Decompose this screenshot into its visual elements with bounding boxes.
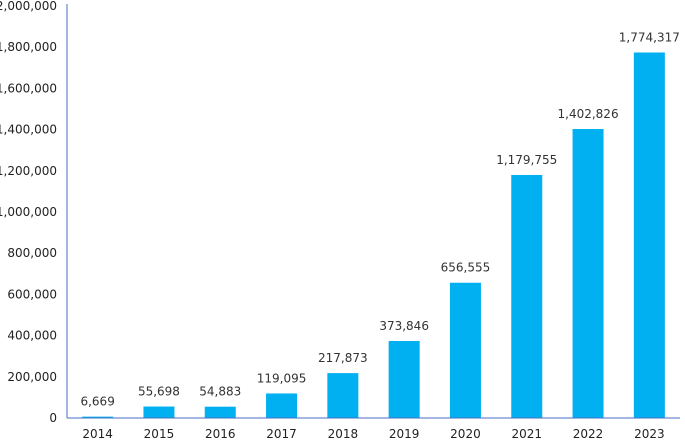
y-tick-label: 1,000,000 <box>0 205 57 219</box>
y-tick-label: 1,400,000 <box>0 123 57 137</box>
data-label-2017: 119,095 <box>257 371 307 385</box>
x-tick-label-2014: 2014 <box>82 427 113 441</box>
y-tick-label: 1,800,000 <box>0 40 57 54</box>
data-label-2022: 1,402,826 <box>558 107 619 121</box>
data-label-2020: 656,555 <box>441 261 491 275</box>
y-tick-label: 0 <box>49 411 57 425</box>
bar-2014 <box>82 416 114 418</box>
x-axis-labels: 2014 2015 2016 2017 2018 2019 2020 2021 2022 2023 <box>82 427 664 441</box>
y-tick-label: 800,000 <box>7 246 57 260</box>
x-tick-label-2018: 2018 <box>328 427 359 441</box>
data-label-2016: 54,883 <box>199 385 241 399</box>
data-label-2015: 55,698 <box>138 385 180 399</box>
data-label-2023: 1,774,317 <box>619 30 680 44</box>
x-tick-label-2015: 2015 <box>144 427 175 441</box>
x-tick-label-2023: 2023 <box>634 427 665 441</box>
x-tick-label-2016: 2016 <box>205 427 236 441</box>
y-axis-ticks: 0 200,000 400,000 600,000 800,000 1,000,000 1,… <box>0 0 57 425</box>
y-tick-label: 400,000 <box>7 329 57 343</box>
data-label-2014: 6,669 <box>80 395 114 409</box>
y-tick-label: 200,000 <box>7 370 57 384</box>
y-tick-label: 1,600,000 <box>0 81 57 95</box>
data-label-2019: 373,846 <box>379 319 429 333</box>
bar-2021 <box>511 174 543 418</box>
y-tick-label: 1,200,000 <box>0 164 57 178</box>
x-tick-label-2022: 2022 <box>573 427 604 441</box>
data-label-2018: 217,873 <box>318 351 368 365</box>
bar-2022 <box>572 129 604 419</box>
x-tick-label-2021: 2021 <box>511 427 542 441</box>
data-label-2021: 1,179,755 <box>496 153 557 167</box>
data-labels: 6,669 55,698 54,883 119,095 217,873 373,846 65… <box>80 30 679 408</box>
y-tick-label: 2,000,000 <box>0 0 57 13</box>
bar-2016 <box>204 406 236 418</box>
bars <box>82 52 665 419</box>
bar-2023 <box>633 52 665 419</box>
x-tick-label-2019: 2019 <box>389 427 420 441</box>
x-tick-label-2017: 2017 <box>266 427 297 441</box>
bar-2017 <box>266 393 298 418</box>
y-tick-label: 600,000 <box>7 287 57 301</box>
bar-2018 <box>327 373 359 418</box>
bar-2020 <box>449 282 481 418</box>
x-tick-label-2020: 2020 <box>450 427 481 441</box>
bar-2019 <box>388 340 420 418</box>
bar-2015 <box>143 406 175 418</box>
